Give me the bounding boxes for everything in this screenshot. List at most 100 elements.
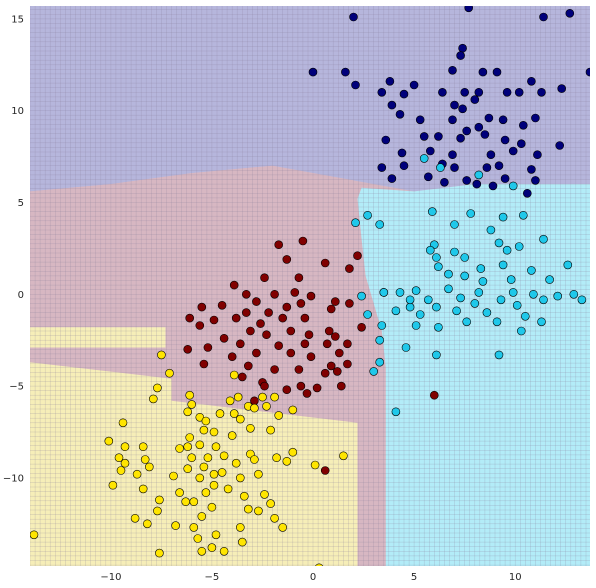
point-navy-50 — [508, 146, 518, 156]
point-cyan-41 — [423, 295, 433, 305]
point-darkred-57 — [343, 359, 352, 369]
point-darkred-4 — [260, 273, 269, 283]
point-cyan-54 — [520, 311, 530, 321]
x-tick-labels: −10 −5 0 5 10 — [100, 572, 521, 583]
point-navy-62 — [440, 178, 449, 187]
plot-area — [30, 6, 590, 566]
point-yellow-34 — [175, 444, 184, 453]
point-yellow-70 — [207, 502, 217, 512]
point-darkred-14 — [217, 300, 227, 310]
y-tick-label: 5 — [18, 198, 24, 209]
x-tick-label: −10 — [100, 572, 121, 583]
point-navy-5 — [456, 51, 465, 60]
point-yellow-66 — [108, 480, 118, 490]
point-darkred-46 — [270, 365, 279, 374]
point-navy-6 — [308, 67, 318, 77]
point-yellow-44 — [199, 462, 209, 472]
x-tick-label: 0 — [310, 572, 316, 583]
point-navy-25 — [387, 100, 397, 110]
point-cyan-35 — [508, 288, 518, 297]
point-cyan-24 — [498, 260, 508, 270]
point-yellow-17 — [183, 407, 192, 417]
point-darkred-24 — [195, 321, 205, 330]
point-yellow-50 — [116, 466, 126, 475]
point-navy-61 — [423, 172, 433, 182]
point-cyan-11 — [450, 220, 459, 229]
point-yellow-87 — [197, 546, 207, 556]
point-darkred-50 — [238, 372, 247, 382]
point-darkred-8 — [270, 289, 279, 299]
point-navy-21 — [537, 88, 546, 97]
point-navy-66 — [522, 189, 532, 198]
point-cyan-65 — [375, 357, 385, 367]
y-tick-labels: −10 −5 0 5 10 15 — [3, 14, 24, 484]
point-yellow-89 — [219, 546, 229, 556]
point-yellow-39 — [187, 453, 196, 463]
point-navy-11 — [385, 77, 395, 86]
point-yellow-43 — [183, 464, 192, 474]
point-cyan-49 — [391, 306, 401, 316]
point-cyan-9 — [351, 218, 360, 227]
point-darkred-59 — [302, 389, 312, 398]
point-cyan-23 — [476, 264, 486, 273]
point-darkred-18 — [185, 313, 194, 323]
point-navy-59 — [377, 163, 387, 172]
point-yellow-29 — [211, 442, 221, 452]
point-darkred-40 — [286, 348, 296, 358]
point-darkred-12 — [330, 297, 340, 306]
point-darkred-26 — [262, 330, 271, 340]
point-yellow-86 — [155, 548, 164, 558]
point-navy-29 — [395, 110, 405, 119]
point-cyan-53 — [492, 317, 502, 327]
point-yellow-54 — [195, 473, 205, 483]
point-yellow-64 — [240, 491, 249, 501]
point-cyan-70 — [516, 326, 526, 336]
point-navy-9 — [478, 67, 488, 77]
point-navy-32 — [484, 113, 494, 123]
point-darkred-48 — [326, 361, 336, 371]
point-navy-58 — [531, 176, 540, 185]
point-yellow-69 — [189, 497, 199, 507]
data-points — [30, 6, 590, 566]
point-cyan-51 — [452, 306, 461, 316]
point-darkred-29 — [324, 326, 334, 336]
point-cyan-8 — [518, 211, 528, 220]
point-navy-65 — [500, 174, 510, 183]
point-darkred-7 — [229, 280, 239, 290]
point-darkred-20 — [231, 313, 241, 323]
point-darkred-6 — [345, 264, 354, 273]
point-darkred-35 — [330, 332, 340, 341]
point-navy-30 — [415, 115, 425, 125]
point-yellow-19 — [266, 425, 275, 435]
point-cyan-25 — [527, 266, 536, 275]
x-tick-label: −5 — [205, 572, 220, 583]
point-yellow-7 — [233, 392, 243, 402]
point-navy-28 — [458, 104, 467, 114]
point-yellow-81 — [278, 523, 288, 532]
point-navy-43 — [500, 135, 510, 145]
x-tick-label: 10 — [509, 572, 522, 583]
point-cyan-50 — [432, 302, 441, 312]
point-darkred-38 — [227, 352, 237, 362]
point-yellow-36 — [219, 451, 229, 461]
point-cyan-12 — [486, 225, 496, 235]
region-darkred-1 — [30, 165, 386, 566]
point-darkred-11 — [296, 299, 306, 308]
point-cyan-61 — [411, 321, 421, 330]
point-cyan-18 — [450, 247, 459, 257]
point-darkred-2 — [282, 255, 292, 264]
point-yellow-71 — [244, 504, 253, 514]
point-cyan-42 — [456, 293, 465, 303]
point-yellow-61 — [175, 488, 184, 497]
point-navy-37 — [462, 126, 472, 136]
region-navy-0 — [30, 6, 590, 192]
point-cyan-56 — [363, 310, 372, 319]
region-cyan-2 — [357, 184, 590, 566]
point-cyan-21 — [432, 253, 441, 262]
point-navy-44 — [516, 139, 526, 148]
point-cyan-10 — [375, 220, 385, 229]
point-yellow-72 — [266, 499, 275, 508]
y-tick-label: 10 — [11, 106, 24, 117]
y-tick-label: −10 — [3, 473, 24, 484]
